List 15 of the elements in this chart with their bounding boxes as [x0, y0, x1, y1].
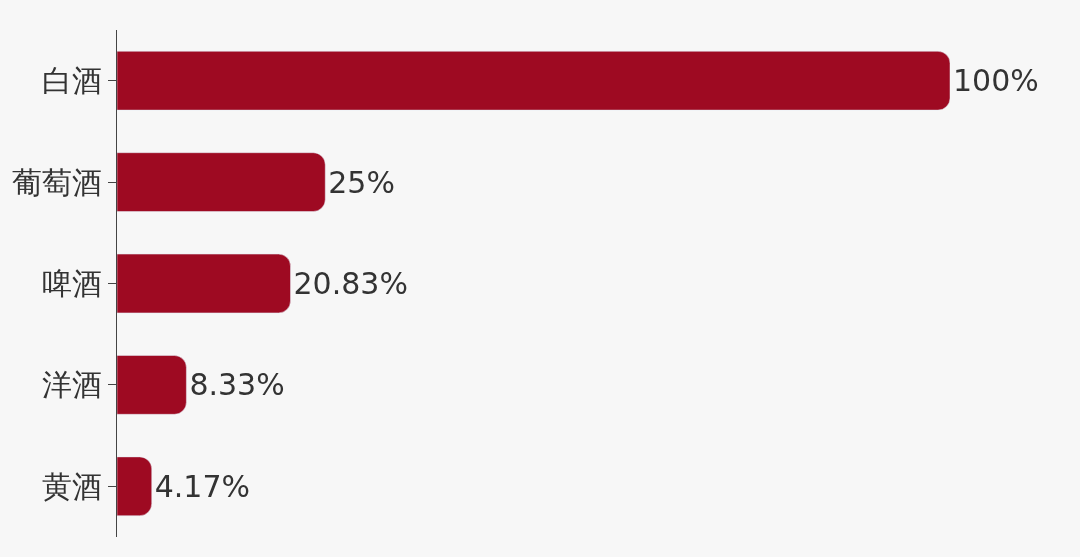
- bar: [117, 253, 291, 314]
- bar: [117, 51, 950, 111]
- y-tick-label: 黄酒: [42, 468, 102, 504]
- data-label: 4.17%: [154, 468, 251, 504]
- y-tick-label: 葡萄酒: [12, 164, 102, 200]
- y-tick-label: 洋酒: [42, 367, 102, 403]
- y-tick-label: 啤酒: [42, 266, 102, 301]
- y-tick-label: 白酒: [42, 63, 102, 99]
- bar: [117, 355, 187, 415]
- bar: [117, 152, 326, 212]
- data-label: 100%: [953, 63, 1039, 99]
- bar: [117, 456, 152, 516]
- data-label: 8.33%: [189, 367, 285, 403]
- data-label: 20.83%: [293, 266, 408, 301]
- data-label: 25%: [328, 164, 395, 200]
